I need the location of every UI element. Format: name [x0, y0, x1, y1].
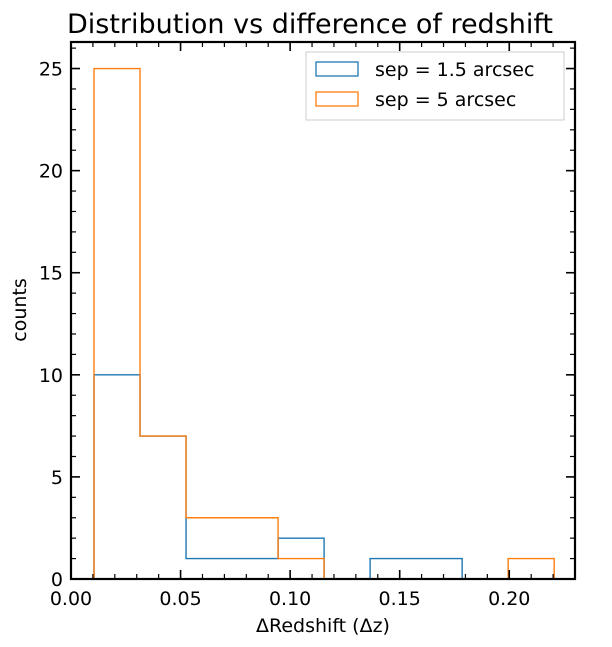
- histogram-step-series-1: [93, 374, 555, 580]
- y-tick-label: 15: [39, 263, 63, 285]
- x-tick-label: 0.20: [488, 588, 530, 610]
- y-tick-label: 20: [39, 161, 63, 183]
- x-tick-label: 0.00: [50, 588, 92, 610]
- x-axis-label: ΔRedshift (Δz): [256, 615, 390, 637]
- x-tick-label: 0.15: [379, 588, 421, 610]
- legend: sep = 1.5 arcsec sep = 5 arcsec: [305, 51, 565, 121]
- legend-swatch-1: [315, 61, 359, 77]
- y-tick-label: 10: [39, 365, 63, 387]
- y-tick-label: 0: [51, 569, 63, 591]
- legend-box: [305, 51, 565, 121]
- series-layer: [93, 67, 555, 580]
- x-tick-label: 0.05: [159, 588, 201, 610]
- x-tick-label: 0.10: [269, 588, 311, 610]
- y-tick-label: 25: [39, 59, 63, 81]
- legend-label-2: sep = 5 arcsec: [375, 89, 516, 111]
- chart-title: Distribution vs difference of redshift: [67, 9, 553, 40]
- histogram-step-series-2: [93, 67, 555, 580]
- legend-swatch-2: [315, 91, 359, 107]
- y-axis-label: counts: [9, 278, 31, 342]
- y-tick-label: 5: [51, 467, 63, 489]
- plot-frame: [69, 40, 577, 581]
- legend-label-1: sep = 1.5 arcsec: [375, 59, 534, 81]
- ticks-layer: 0.00 0.05 0.10 0.15 0.20 0 5 10 15 20 25: [39, 42, 575, 610]
